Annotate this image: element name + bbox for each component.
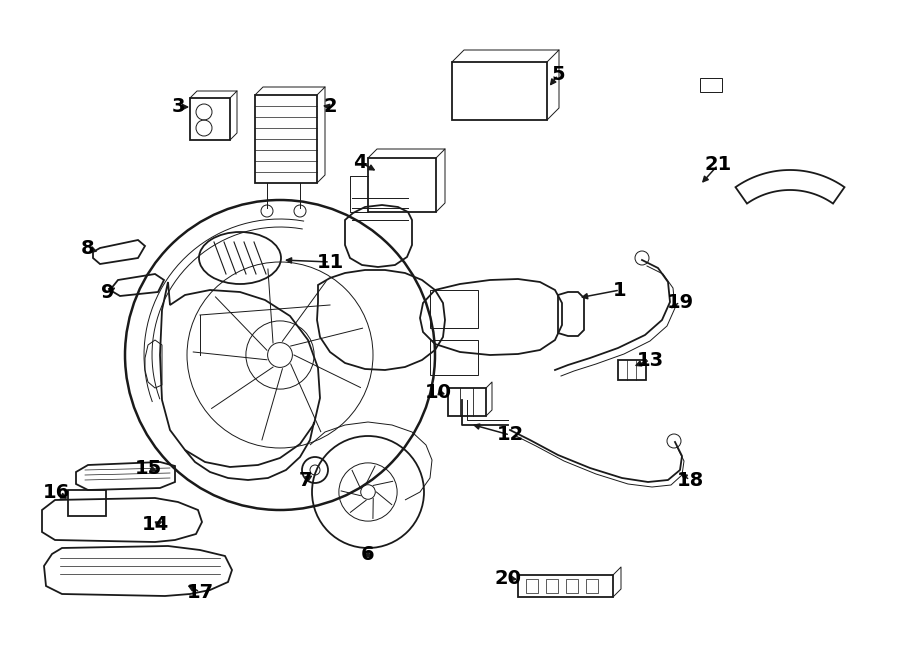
Text: 6: 6 [361,545,374,564]
Text: 21: 21 [705,155,732,175]
Text: 7: 7 [298,471,311,490]
Bar [618,360,646,380]
Bar [586,579,598,593]
Text: 10: 10 [425,383,452,401]
Text: 13: 13 [636,350,663,369]
Bar [430,290,478,328]
Bar [368,158,436,212]
Text: 18: 18 [677,471,704,490]
Text: 16: 16 [42,483,69,502]
Bar [430,340,478,375]
Text: 11: 11 [317,253,344,272]
Text: 12: 12 [497,426,524,444]
Bar [448,388,486,416]
Text: 20: 20 [494,568,521,588]
Text: 5: 5 [551,65,565,85]
Bar [255,95,317,183]
Text: 19: 19 [666,293,694,311]
Bar [190,98,230,140]
Bar [566,579,578,593]
Text: 1: 1 [613,280,626,299]
Bar [452,62,547,120]
Bar [526,579,538,593]
Bar [68,490,106,516]
Text: 9: 9 [101,282,115,301]
Text: 14: 14 [141,516,168,535]
Text: 4: 4 [353,153,367,171]
Bar [518,575,613,597]
Text: 2: 2 [323,98,337,116]
Text: 3: 3 [171,98,184,116]
Bar [700,78,722,92]
Text: 17: 17 [186,582,213,602]
Text: 8: 8 [81,239,94,258]
Bar [546,579,558,593]
Text: 15: 15 [134,459,162,477]
